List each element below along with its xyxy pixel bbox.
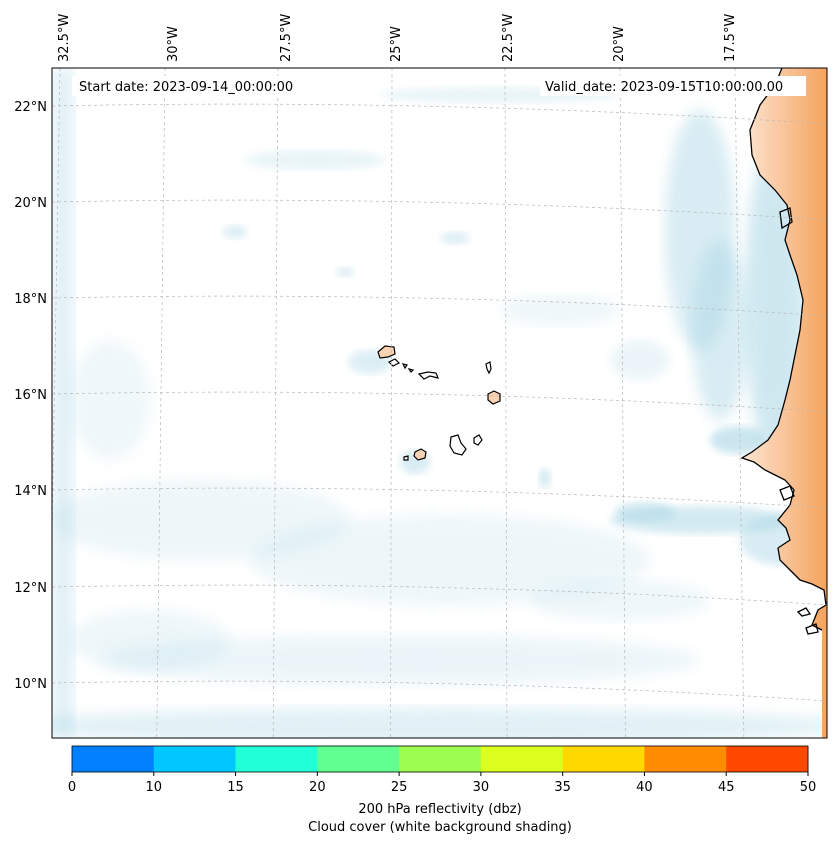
colorbar-title: 200 hPa reflectivity (dbz): [358, 802, 521, 817]
parallel-line: [52, 295, 827, 317]
meridian-line: [504, 68, 508, 738]
graticule: [52, 68, 827, 738]
parallel-line: [52, 103, 827, 125]
lat-label-12n: 12°N: [14, 581, 47, 596]
colorbar-tick-label: 0: [68, 780, 76, 795]
colorbar-segment: [235, 746, 318, 772]
colorbar-segment: [480, 746, 564, 772]
parallel-line: [52, 680, 827, 702]
colorbar-segment: [726, 746, 809, 772]
colorbar-segment: [317, 746, 400, 772]
colorbar-segments: [72, 746, 809, 772]
colorbar-segment: [562, 746, 645, 772]
lon-label-30w: 30°W: [166, 26, 181, 62]
map-content: [52, 68, 827, 738]
colorbar-tick-label: 35: [554, 780, 571, 795]
meridian-line: [272, 68, 279, 738]
lat-label-18n: 18°N: [14, 292, 47, 307]
colorbar-tick-label: 15: [227, 780, 244, 795]
meridian-line: [619, 68, 626, 738]
colorbar-segment: [153, 746, 237, 772]
meridian-line: [156, 68, 166, 738]
lon-label-17-5w: 17.5°W: [723, 14, 738, 62]
colorbar-segment: [644, 746, 727, 772]
map-frame: [51, 67, 828, 739]
colorbar-subtitle: Cloud cover (white background shading): [308, 820, 572, 835]
lon-label-25w: 25°W: [389, 26, 404, 62]
colorbar-border: [71, 745, 809, 773]
colorbar-tick-label: 50: [800, 780, 817, 795]
start-date-box: [72, 76, 314, 96]
cape-verde-islands: [377, 345, 501, 461]
colorbar-ticks: 0 10 15 20 25 30 35 40 45 50: [68, 772, 816, 795]
lon-label-27-5w: 27.5°W: [279, 14, 294, 62]
coastline: [740, 68, 827, 631]
meridian-line: [390, 68, 393, 738]
longitude-labels: 32.5°W 30°W 27.5°W 25°W 22.5°W 20°W 17.5…: [57, 14, 738, 62]
latitude-labels: 22°N 20°N 18°N 16°N 14°N 12°N 10°N: [14, 100, 47, 692]
colorbar-tick-label: 30: [473, 780, 490, 795]
valid-date-box: [540, 76, 806, 96]
parallel-line: [52, 199, 827, 221]
colorbar-tick-label: 20: [309, 780, 326, 795]
valid-date-label: Valid_date: 2023-09-15T10:00:00.00: [545, 80, 783, 95]
parallel-line: [52, 487, 827, 509]
parallel-line: [52, 391, 827, 413]
lon-label-20w: 20°W: [612, 26, 627, 62]
lon-label-22-5w: 22.5°W: [501, 14, 516, 62]
lat-label-22n: 22°N: [14, 100, 47, 115]
colorbar-tick-label: 25: [391, 780, 408, 795]
colorbar-segment: [72, 746, 155, 772]
colorbar-tick-label: 45: [718, 780, 735, 795]
lat-label-16n: 16°N: [14, 388, 47, 403]
colorbar: 0 10 15 20 25 30 35 40 45 50 200 hPa reflectivity…: [68, 745, 816, 835]
lat-label-10n: 10°N: [14, 677, 47, 692]
lat-label-14n: 14°N: [14, 484, 47, 499]
lat-label-20n: 20°N: [14, 196, 47, 211]
colorbar-segment: [399, 746, 482, 772]
lon-label-32-5w: 32.5°W: [57, 14, 72, 62]
colorbar-tick-label: 10: [146, 780, 163, 795]
meridian-line: [734, 68, 745, 738]
parallel-line: [52, 584, 827, 606]
colorbar-tick-label: 40: [636, 780, 653, 795]
start-date-label: Start date: 2023-09-14_00:00:00: [79, 80, 293, 95]
